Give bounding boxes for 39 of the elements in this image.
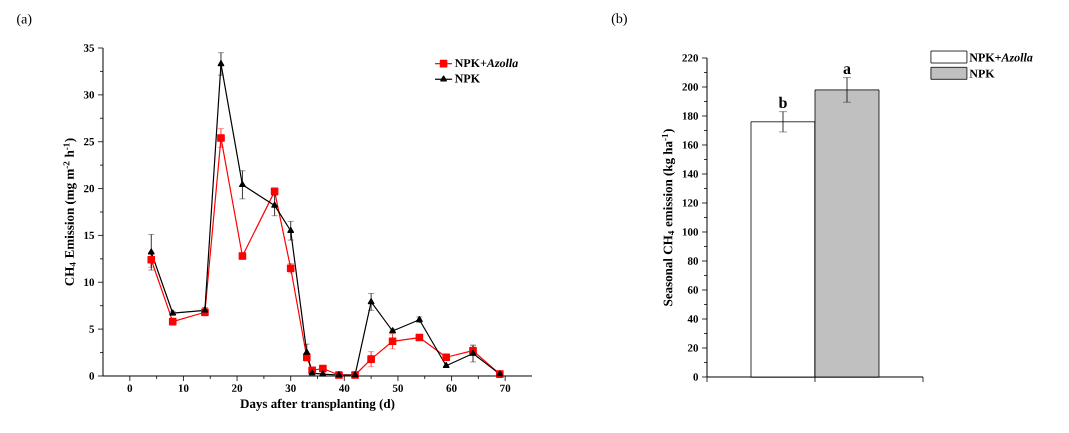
chart-title: (b) xyxy=(611,13,627,27)
legend-label: NPK+Azolla xyxy=(969,53,1033,62)
y-tick-label: 15 xyxy=(84,231,95,240)
y-tick-label: 160 xyxy=(682,141,699,149)
legend-label: NPK xyxy=(454,74,480,83)
y-tick-label: 5 xyxy=(89,325,95,333)
y-axis-title: Seasonal CH$_{4}$ emission (kg ha$^{-1}$) xyxy=(661,129,676,306)
y-tick-label: 100 xyxy=(682,228,699,236)
x-tick-label: 0 xyxy=(127,384,133,392)
x-tick-label: 50 xyxy=(392,384,404,392)
y-tick-label: 60 xyxy=(687,286,699,294)
y-tick-label: 20 xyxy=(687,344,699,352)
x-axis-title: Days after transplanting (d) xyxy=(240,398,395,411)
x-tick-label: 10 xyxy=(178,384,189,392)
legend-label: NPK xyxy=(969,69,995,78)
y-tick-label: 40 xyxy=(687,315,699,323)
y-tick-label: 220 xyxy=(682,54,699,62)
y-tick-label: 0 xyxy=(89,372,95,380)
x-tick-label: 40 xyxy=(338,384,350,392)
y-tick-label: 80 xyxy=(687,257,699,265)
y-tick-label: 0 xyxy=(693,373,699,381)
x-tick-label: 60 xyxy=(446,384,457,392)
y-tick-label: 140 xyxy=(682,170,699,178)
y-tick-label: 180 xyxy=(682,112,699,120)
y-tick-label: 10 xyxy=(84,278,95,286)
x-tick-label: 20 xyxy=(232,384,243,392)
y-tick-label: 20 xyxy=(83,184,95,193)
y-tick-label: 120 xyxy=(682,199,699,207)
chart-title: (a) xyxy=(17,13,32,27)
annotation: a xyxy=(843,66,851,75)
x-tick-label: 30 xyxy=(285,384,296,392)
x-tick-label: 70 xyxy=(500,384,511,392)
legend-label: NPK+Azolla xyxy=(454,58,518,68)
y-axis-title: CH$_{4}$ Emission (mg m$^{-2}$ h$^{-1}$) xyxy=(63,138,77,286)
y-tick-label: 35 xyxy=(83,44,95,52)
y-tick-label: 25 xyxy=(83,138,95,146)
annotation: b xyxy=(778,96,787,109)
y-tick-label: 30 xyxy=(83,91,95,99)
y-tick-label: 200 xyxy=(682,83,699,91)
